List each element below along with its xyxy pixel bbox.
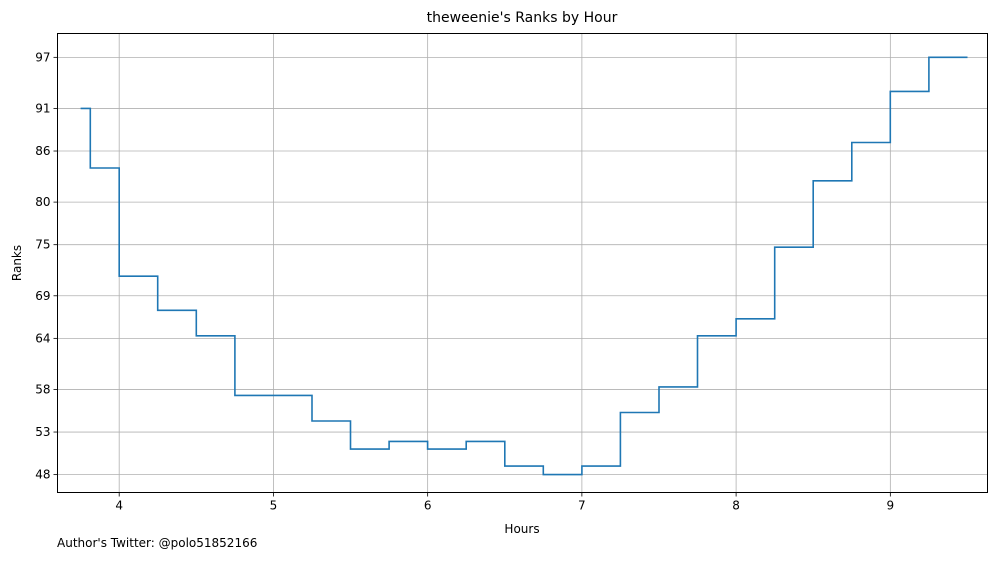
y-tick-label: 53 [35, 425, 50, 439]
x-tick-label: 4 [115, 499, 123, 513]
rank-step-line [80, 56, 968, 476]
y-tick-label: 75 [35, 238, 50, 252]
x-tick-label: 9 [887, 499, 895, 513]
y-axis-ticks: 48 53 58 64 69 75 80 86 91 97 [35, 50, 58, 482]
y-tick-label: 86 [35, 144, 50, 158]
x-axis-ticks: 4 5 6 7 8 9 [115, 492, 895, 513]
plot-frame [57, 33, 988, 493]
y-tick-label: 91 [35, 101, 50, 115]
x-tick-label: 6 [424, 499, 432, 513]
grid-lines [57, 33, 988, 493]
x-tick-label: 7 [578, 499, 586, 513]
x-tick-label: 8 [732, 499, 740, 513]
y-tick-label: 58 [35, 382, 50, 396]
chart-title: theweenie's Ranks by Hour [427, 10, 618, 26]
y-tick-label: 64 [35, 331, 50, 345]
y-tick-label: 80 [35, 195, 50, 209]
y-tick-label: 69 [35, 289, 50, 303]
x-axis-label: Hours [504, 522, 539, 536]
x-tick-label: 5 [270, 499, 278, 513]
y-tick-label: 48 [35, 468, 50, 482]
author-credit: Author's Twitter: @polo51852166 [57, 536, 258, 550]
y-tick-label: 97 [35, 50, 50, 64]
series-line-group [80, 56, 968, 476]
y-axis-label: Ranks [10, 245, 24, 281]
